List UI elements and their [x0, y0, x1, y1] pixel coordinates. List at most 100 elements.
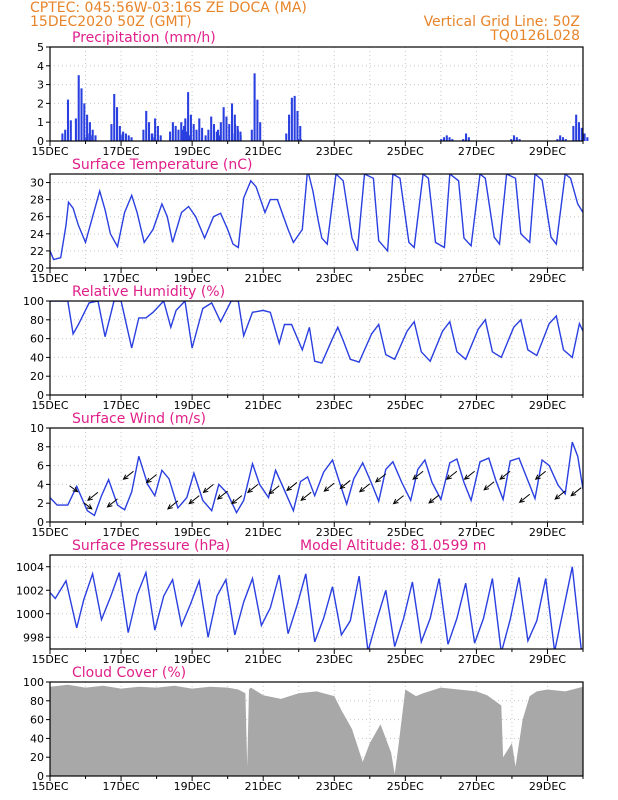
precip-bar	[188, 135, 191, 141]
wind-frame	[49, 427, 584, 523]
precip-bar	[225, 116, 228, 141]
precipitation-panel: 0 1 2 3 4 5 15DEC 17DEC 19DEC 21DEC 23DEC 25DEC 27DE…	[31, 41, 589, 158]
pres-xtick-label: 29DEC	[529, 653, 566, 666]
wind-arrow-head	[86, 504, 93, 510]
precip-bar	[299, 139, 302, 141]
wind-arrow-shaft	[554, 490, 566, 500]
wind-ytick-label: 0	[37, 516, 44, 529]
precip-bar	[74, 118, 77, 141]
temp-xtick-label: 17DEC	[103, 272, 140, 285]
cloud-area	[50, 684, 583, 776]
precip-bar	[299, 125, 302, 141]
precip-xtick-label: 17DEC	[103, 145, 140, 158]
wind-arrow-shaft	[247, 484, 259, 493]
precip-bar	[230, 103, 234, 141]
cloud-ytick-label: 40	[30, 732, 44, 745]
wind-arrow-head	[374, 477, 381, 483]
precip-bar	[159, 135, 162, 141]
wind-arrow-head	[499, 474, 506, 480]
rh-ytick-label: 100	[23, 295, 44, 308]
precip-bar	[215, 131, 218, 141]
wind-arrow-head	[412, 474, 419, 480]
wind-arrow-shaft	[69, 485, 78, 493]
temp-frame	[49, 173, 584, 269]
precip-xtick-label: 27DEC	[458, 145, 495, 158]
precip-bar	[239, 135, 242, 141]
temp-xtick-label: 27DEC	[458, 272, 495, 285]
precip-xtick-label: 29DEC	[529, 145, 566, 158]
precip-bar	[259, 122, 262, 141]
precip-bar	[118, 125, 121, 141]
rh-xtick-label: 15DEC	[31, 399, 68, 412]
wind-arrow-head	[145, 477, 152, 484]
wind-arrow-shaft	[123, 470, 134, 480]
precip-bar	[467, 137, 470, 141]
grid-note: Vertical Grid Line: 50Z	[424, 14, 580, 30]
precip-bar	[512, 135, 516, 141]
wind-arrow-shaft	[519, 493, 531, 503]
run-datetime: 15DEC2020 50Z (GMT)	[30, 14, 192, 30]
precip-bar	[122, 131, 125, 141]
temp-ytick-label: 24	[30, 228, 44, 241]
wind-arrow-shaft	[268, 485, 280, 495]
precip-bar	[94, 135, 97, 141]
temp-xtick-label: 29DEC	[529, 272, 566, 285]
wind-arrow-head	[247, 487, 253, 494]
precip-bar	[85, 137, 88, 141]
temp-xtick-label: 19DEC	[174, 272, 211, 285]
precip-xtick-label: 21DEC	[245, 145, 282, 158]
precip-bar	[572, 125, 575, 141]
rh-ytick-label: 40	[30, 351, 44, 364]
cloud-xtick-label: 19DEC	[174, 780, 211, 793]
precip-bar	[69, 120, 72, 141]
precip-bar	[464, 133, 468, 141]
precip-bar	[189, 114, 192, 141]
precip-bar	[192, 124, 195, 141]
cloud-xtick-label: 15DEC	[31, 780, 68, 793]
temp-xtick-label: 23DEC	[316, 272, 353, 285]
wind-arrow-shaft	[167, 500, 179, 510]
precip-bar	[440, 139, 443, 141]
precip-bar	[451, 139, 454, 141]
pres-xtick-label: 23DEC	[316, 653, 353, 666]
wind-arrow-shaft	[231, 495, 243, 504]
rh-ytick-label: 80	[30, 314, 44, 327]
wind-arrow-head	[166, 504, 173, 510]
wind-title: Surface Wind (m/s)	[72, 411, 206, 427]
wind-arrow-shaft	[393, 495, 404, 504]
wind-arrow-shaft	[286, 482, 298, 491]
wind-arrow-shaft	[107, 498, 118, 508]
wind-arrow-shaft	[323, 482, 335, 492]
precip-bar	[177, 129, 180, 141]
temp-ytick-label: 30	[30, 177, 44, 190]
wind-arrow-shaft	[359, 483, 371, 493]
wind-arrow-head	[518, 497, 525, 504]
precip-bar	[86, 114, 89, 141]
precip-bar	[185, 131, 188, 141]
wind-arrow-head	[231, 498, 237, 505]
precip-bar	[119, 135, 122, 141]
wind-xtick-label: 19DEC	[174, 526, 211, 539]
cloud-xtick-label: 29DEC	[529, 780, 566, 793]
rh-xtick-label: 25DEC	[387, 399, 424, 412]
wind-arrow-head	[483, 485, 490, 491]
precip-bar	[180, 122, 183, 141]
cloud-frame	[49, 681, 584, 777]
temp-series-line	[50, 174, 583, 261]
cloud-xtick-label: 27DEC	[458, 780, 495, 793]
precip-xtick-label: 23DEC	[316, 145, 353, 158]
precip-bar	[83, 103, 86, 141]
precip-bar	[145, 110, 148, 141]
wind-arrow-head	[570, 490, 577, 497]
wind-xtick-label: 23DEC	[316, 526, 353, 539]
wind-arrow-shaft	[570, 487, 582, 497]
rh-series-line	[50, 301, 583, 364]
precip-bar	[88, 122, 91, 141]
wind-panel: 0 2 4 6 8 10 15DEC 17DEC 19DEC 21DEC 23DEC 25DEC 27D…	[30, 422, 584, 539]
cloud-xtick-label: 17DEC	[103, 780, 140, 793]
precip-bar	[181, 129, 184, 141]
wind-xtick-label: 21DEC	[245, 526, 282, 539]
wind-xtick-label: 27DEC	[458, 526, 495, 539]
precip-bar	[171, 122, 174, 141]
